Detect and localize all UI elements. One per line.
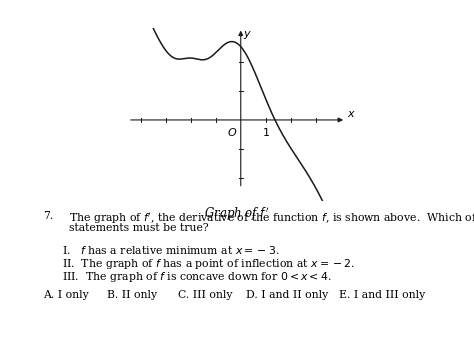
- Text: $1$: $1$: [262, 126, 270, 138]
- Text: E. I and III only: E. I and III only: [339, 290, 425, 300]
- Text: C. III only: C. III only: [178, 290, 232, 300]
- Text: A. I only: A. I only: [43, 290, 89, 300]
- Text: The graph of $f'$, the derivative of the function $f$, is shown above.  Which of: The graph of $f'$, the derivative of the…: [69, 211, 474, 226]
- Text: III.  The graph of $f$ is concave down for $0 < x < 4$.: III. The graph of $f$ is concave down fo…: [62, 270, 331, 283]
- Text: D. I and II only: D. I and II only: [246, 290, 329, 300]
- Text: $O$: $O$: [228, 126, 238, 138]
- Text: Graph of $f'$: Graph of $f'$: [204, 206, 270, 224]
- Text: 7.: 7.: [43, 211, 53, 221]
- Text: $x$: $x$: [347, 109, 356, 119]
- Text: $y$: $y$: [243, 29, 252, 41]
- Text: statements must be true?: statements must be true?: [69, 223, 209, 233]
- Text: I.   $f$ has a relative minimum at $x = -3$.: I. $f$ has a relative minimum at $x = -3…: [62, 244, 279, 256]
- Text: B. II only: B. II only: [107, 290, 157, 300]
- Text: II.  The graph of $f$ has a point of inflection at $x = -2$.: II. The graph of $f$ has a point of infl…: [62, 257, 355, 271]
